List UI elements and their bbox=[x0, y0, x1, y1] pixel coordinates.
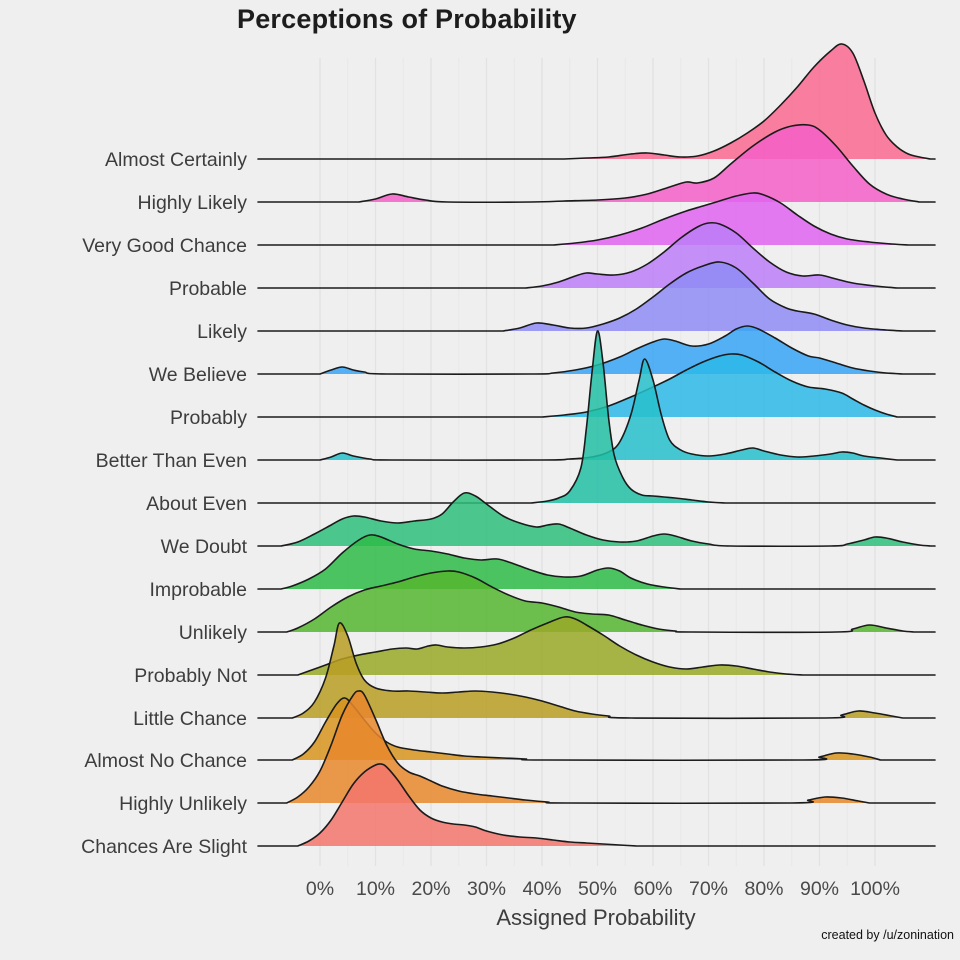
ridge-little-chance bbox=[257, 622, 936, 720]
category-label-very-good-chance: Very Good Chance bbox=[82, 235, 247, 257]
ridge-almost-no-chance bbox=[257, 697, 936, 762]
x-tick-10: 10% bbox=[356, 878, 395, 900]
ridge-almost-certainly bbox=[257, 43, 936, 160]
x-tick-80: 80% bbox=[744, 878, 783, 900]
category-label-highly-unlikely: Highly Unlikely bbox=[119, 793, 247, 815]
ridge-about-even bbox=[257, 330, 936, 504]
ridge-likely bbox=[257, 261, 936, 332]
category-label-improbable: Improbable bbox=[149, 579, 247, 601]
x-tick-90: 90% bbox=[800, 878, 839, 900]
x-tick-30: 30% bbox=[467, 878, 506, 900]
ridge-chances-are-slight bbox=[257, 763, 936, 847]
ridge-we-believe bbox=[257, 325, 936, 375]
x-axis-title: Assigned Probability bbox=[496, 905, 696, 930]
x-tick-100: 100% bbox=[850, 878, 900, 900]
x-tick-70: 70% bbox=[689, 878, 728, 900]
category-label-chances-are-slight: Chances Are Slight bbox=[81, 836, 247, 858]
category-label-likely: Likely bbox=[197, 321, 247, 343]
category-label-probable: Probable bbox=[169, 278, 247, 300]
x-tick-20: 20% bbox=[411, 878, 450, 900]
ridge-highly-likely bbox=[257, 123, 936, 203]
ridge-unlikely bbox=[257, 570, 936, 634]
category-label-unlikely: Unlikely bbox=[179, 622, 248, 644]
ridge-highly-unlikely bbox=[257, 690, 936, 805]
category-label-probably-not: Probably Not bbox=[134, 665, 247, 687]
x-tick-40: 40% bbox=[522, 878, 561, 900]
category-label-little-chance: Little Chance bbox=[133, 708, 247, 730]
category-label-almost-no-chance: Almost No Chance bbox=[84, 750, 247, 772]
category-label-highly-likely: Highly Likely bbox=[138, 192, 248, 214]
ridge-we-doubt bbox=[257, 491, 936, 548]
category-label-about-even: About Even bbox=[146, 493, 247, 515]
x-tick-0: 0% bbox=[306, 878, 334, 900]
category-label-probably: Probably bbox=[170, 407, 247, 429]
category-label-better-than-even: Better Than Even bbox=[96, 450, 247, 472]
ridge-probably bbox=[257, 353, 936, 418]
x-tick-50: 50% bbox=[578, 878, 617, 900]
ridge-probably-not bbox=[257, 616, 936, 676]
ridge-very-good-chance bbox=[257, 192, 936, 246]
ridge-better-than-even bbox=[257, 358, 936, 461]
chart-title: Perceptions of Probability bbox=[237, 4, 577, 34]
x-tick-60: 60% bbox=[633, 878, 672, 900]
category-label-almost-certainly: Almost Certainly bbox=[105, 149, 247, 171]
category-label-we-doubt: We Doubt bbox=[161, 536, 248, 558]
category-label-we-believe: We Believe bbox=[149, 364, 247, 386]
credit-text: created by /u/zonination bbox=[821, 928, 954, 942]
ridge-probable bbox=[257, 221, 936, 289]
